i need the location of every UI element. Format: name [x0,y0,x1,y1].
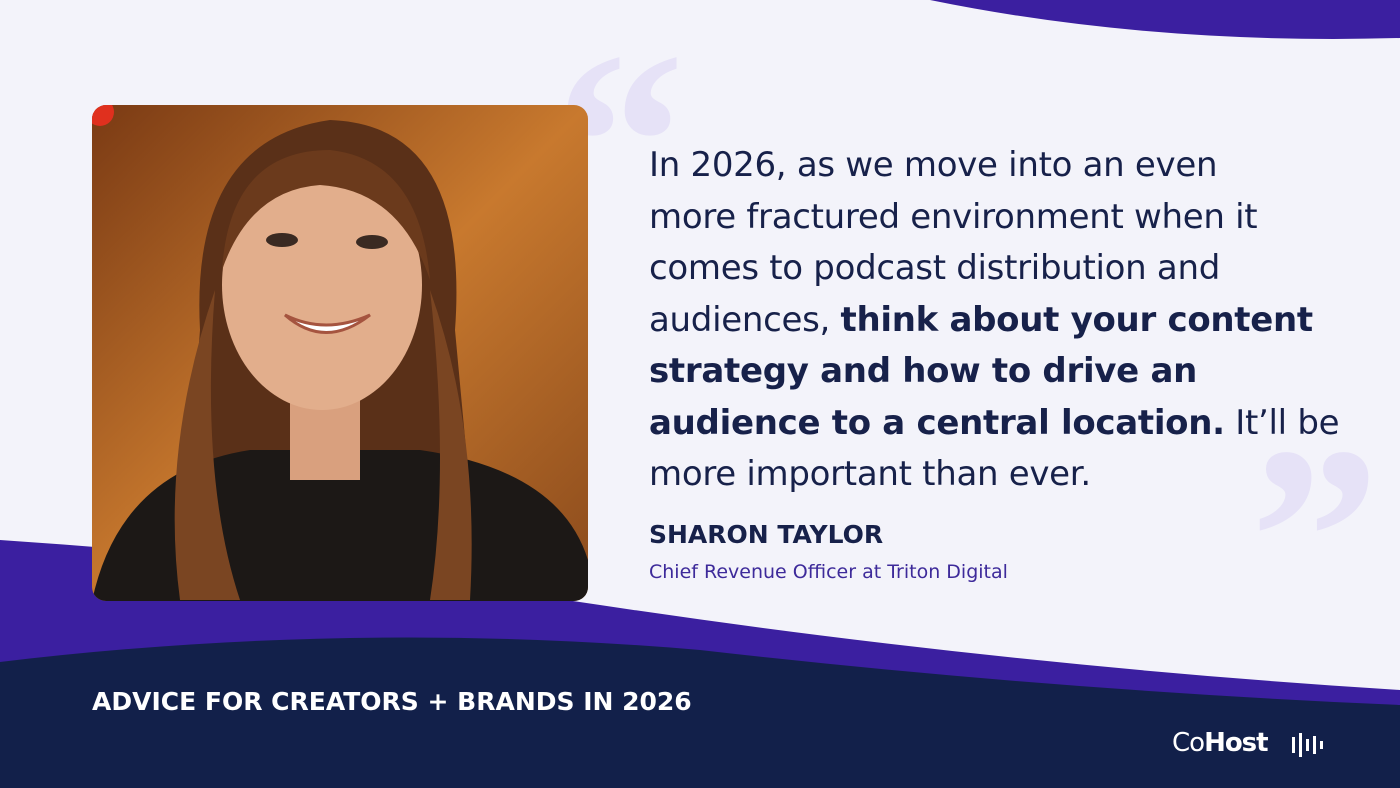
quote-line: comes to podcast distribution and [649,243,1389,295]
speaker-role: Chief Revenue Officer at Triton Digital [649,561,1008,583]
quote-line: more fractured environment when it [649,192,1389,244]
navy-band [0,637,1400,788]
quote-segment: It’ll be [1224,402,1340,443]
logo-bold: Host [1204,728,1269,758]
close-quote-mark: ” [1250,394,1380,682]
quote-line: strategy and how to drive an [649,346,1389,398]
quote-segment: more important than ever. [649,454,1091,494]
quote-segment: comes to podcast distribution and [649,248,1220,288]
quote-line: audiences, think about your content [649,295,1389,347]
quote-line: more important than ever. [649,449,1389,501]
quote-emphasis: think about your content [840,299,1314,340]
footer-title: ADVICE FOR CREATORS + BRANDS IN 2026 [92,687,692,716]
quote-line: In 2026, as we move into an even [649,140,1389,192]
quote-emphasis: strategy and how to drive an [649,351,1198,391]
quote-segment: In 2026, as we move into an even [649,145,1218,185]
top-wave [930,0,1400,39]
quote-text: In 2026, as we move into an even more fra… [649,140,1389,501]
quote-segment: audiences, [649,299,841,340]
quote-emphasis: audience to a central location. [649,402,1225,443]
logo-light: Co [1172,728,1205,758]
logo: CoHost [1172,728,1269,758]
portrait-photo [92,105,588,601]
speaker-name: SHARON TAYLOR [649,520,884,549]
logo-sound-bars [1292,733,1323,757]
quote-segment: more fractured environment when it [649,196,1258,237]
quote-line: audience to a central location. It’ll be [649,398,1389,450]
